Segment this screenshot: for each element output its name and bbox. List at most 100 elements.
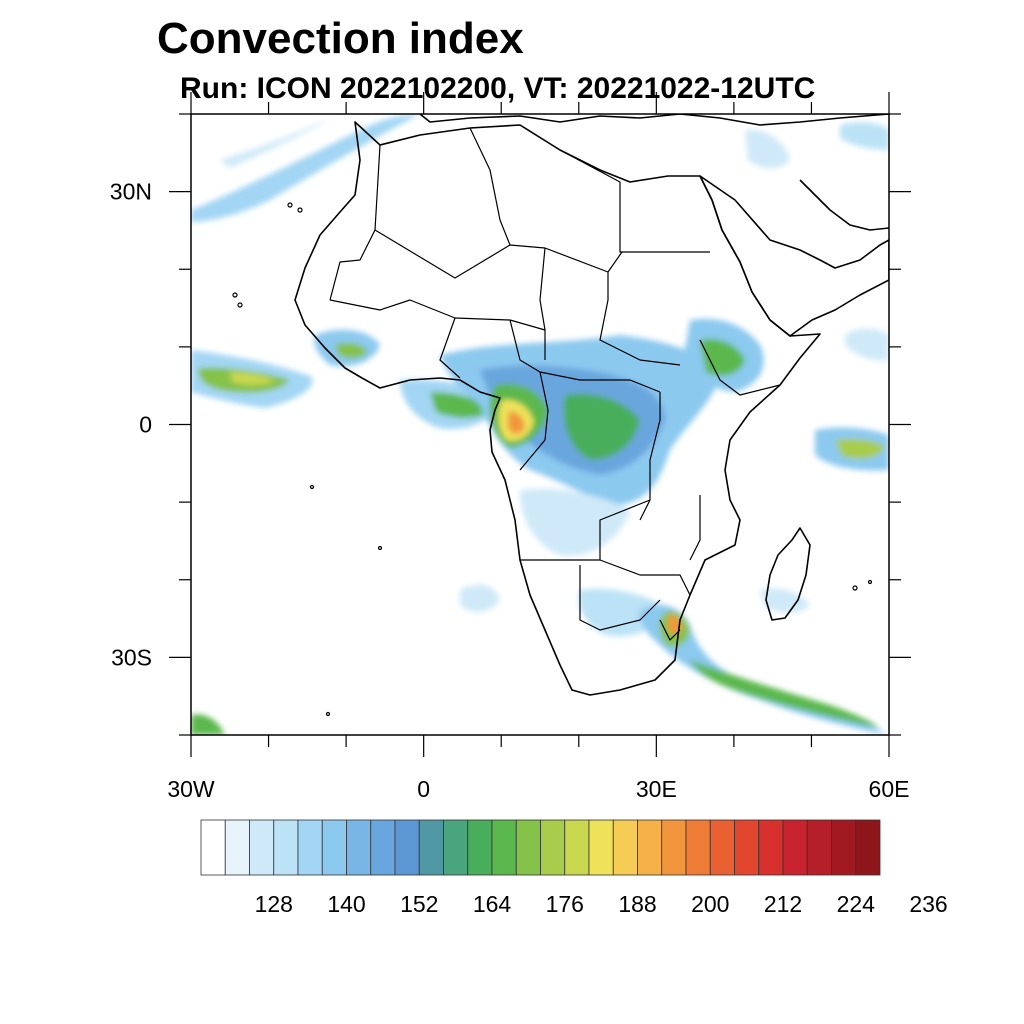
border <box>579 565 661 631</box>
turkey-coastline <box>679 114 889 126</box>
colorbar-label: 152 <box>400 891 438 917</box>
convection-patch <box>745 129 790 169</box>
colorbar-swatch <box>831 819 857 876</box>
lat-tick-label: 30N <box>110 179 152 205</box>
border <box>639 392 661 521</box>
colorbar-label: 224 <box>837 891 876 917</box>
colorbar-swatch <box>515 819 541 876</box>
coastlines <box>294 114 889 696</box>
border <box>539 247 546 360</box>
colorbar-label: 200 <box>691 891 729 917</box>
island <box>237 302 243 308</box>
convection-patch <box>191 714 225 735</box>
persian-gulf-coastline <box>799 179 889 231</box>
colorbar-label: 188 <box>618 891 656 917</box>
border <box>509 319 661 393</box>
colorbar-swatch <box>491 819 517 876</box>
axis-ticks <box>169 92 911 757</box>
colorbar-swatch <box>855 819 881 876</box>
border <box>519 371 549 471</box>
colorbar-swatch <box>224 819 250 876</box>
colorbar-swatch <box>321 819 347 876</box>
lat-tick-label: 30S <box>111 644 152 670</box>
colorbar-swatch <box>249 819 275 876</box>
convection-patch <box>191 114 420 222</box>
colorbar-swatch <box>273 819 299 876</box>
chart-subtitle: Run: ICON 2022102200, VT: 20221022-12UTC <box>180 72 816 105</box>
colorbar-swatch <box>685 819 711 876</box>
colorbar-swatch <box>467 819 493 876</box>
islands <box>232 202 873 717</box>
island <box>377 545 383 551</box>
map-plot-area <box>191 114 889 735</box>
colorbar-swatch <box>370 819 396 876</box>
colorbar-swatch <box>612 819 638 876</box>
convection-patch <box>460 584 500 612</box>
colorbar-label: 176 <box>546 891 584 917</box>
europe-coastline <box>419 114 681 123</box>
colorbar-swatch <box>346 819 372 876</box>
colorbar-label: 128 <box>255 891 293 917</box>
colorbar-label: 236 <box>909 891 947 917</box>
island <box>287 202 293 208</box>
convection-patch <box>430 392 492 418</box>
convection-patch <box>835 438 885 459</box>
convection-patch <box>840 122 889 150</box>
convection-patch <box>563 393 640 460</box>
convection-patch <box>230 372 275 385</box>
colorbar-label: 140 <box>327 891 365 917</box>
colorbar-swatch <box>637 819 663 876</box>
island <box>309 484 315 490</box>
colorbar-swatch <box>443 819 469 876</box>
colorbar <box>200 819 881 876</box>
island <box>297 207 303 213</box>
lon-tick-label: 30W <box>167 776 215 802</box>
arabia-coastline <box>699 175 889 337</box>
border <box>469 127 511 246</box>
island <box>325 711 331 717</box>
colorbar-swatch <box>806 819 832 876</box>
border <box>520 499 651 561</box>
lat-tick-label: 0 <box>139 412 152 438</box>
madagascar-coastline <box>765 527 811 621</box>
border <box>329 144 381 301</box>
chart-title: Convection index <box>157 14 524 63</box>
convection-patch <box>508 411 525 434</box>
lon-tick-label: 60E <box>869 776 910 802</box>
colorbar-swatch <box>540 819 566 876</box>
border <box>599 272 681 366</box>
island <box>852 585 858 591</box>
border <box>374 229 623 279</box>
country-borders <box>329 127 781 641</box>
border <box>329 299 546 331</box>
border <box>659 619 681 641</box>
border <box>559 149 710 253</box>
lon-tick-label: 30E <box>636 776 677 802</box>
convection-field <box>191 114 889 735</box>
convection-patch <box>700 339 745 376</box>
border <box>689 495 701 561</box>
colorbar-swatch <box>661 819 687 876</box>
colorbar-swatch <box>588 819 614 876</box>
axis-tick-labels: 30W 0 30E 60E 30N 0 30S <box>110 179 910 802</box>
colorbar-swatch <box>758 819 784 876</box>
colorbar-swatch <box>564 819 590 876</box>
border <box>599 559 691 596</box>
colorbar-swatch <box>297 819 323 876</box>
convection-patch <box>760 588 810 613</box>
colorbar-swatch <box>394 819 420 876</box>
convection-patch <box>690 660 880 728</box>
colorbar-label: 212 <box>764 891 802 917</box>
border <box>439 317 461 379</box>
colorbar-swatch <box>200 819 226 876</box>
island <box>867 579 873 585</box>
colorbar-swatch <box>709 819 735 876</box>
convection-patch <box>520 488 630 556</box>
colorbar-swatch <box>734 819 760 876</box>
border <box>699 339 781 396</box>
colorbar-labels: 128 140 152 164 176 188 200 212 224 236 <box>255 891 948 917</box>
convection-patch <box>220 118 330 168</box>
colorbar-swatch <box>418 819 444 876</box>
convection-patch <box>335 342 368 359</box>
